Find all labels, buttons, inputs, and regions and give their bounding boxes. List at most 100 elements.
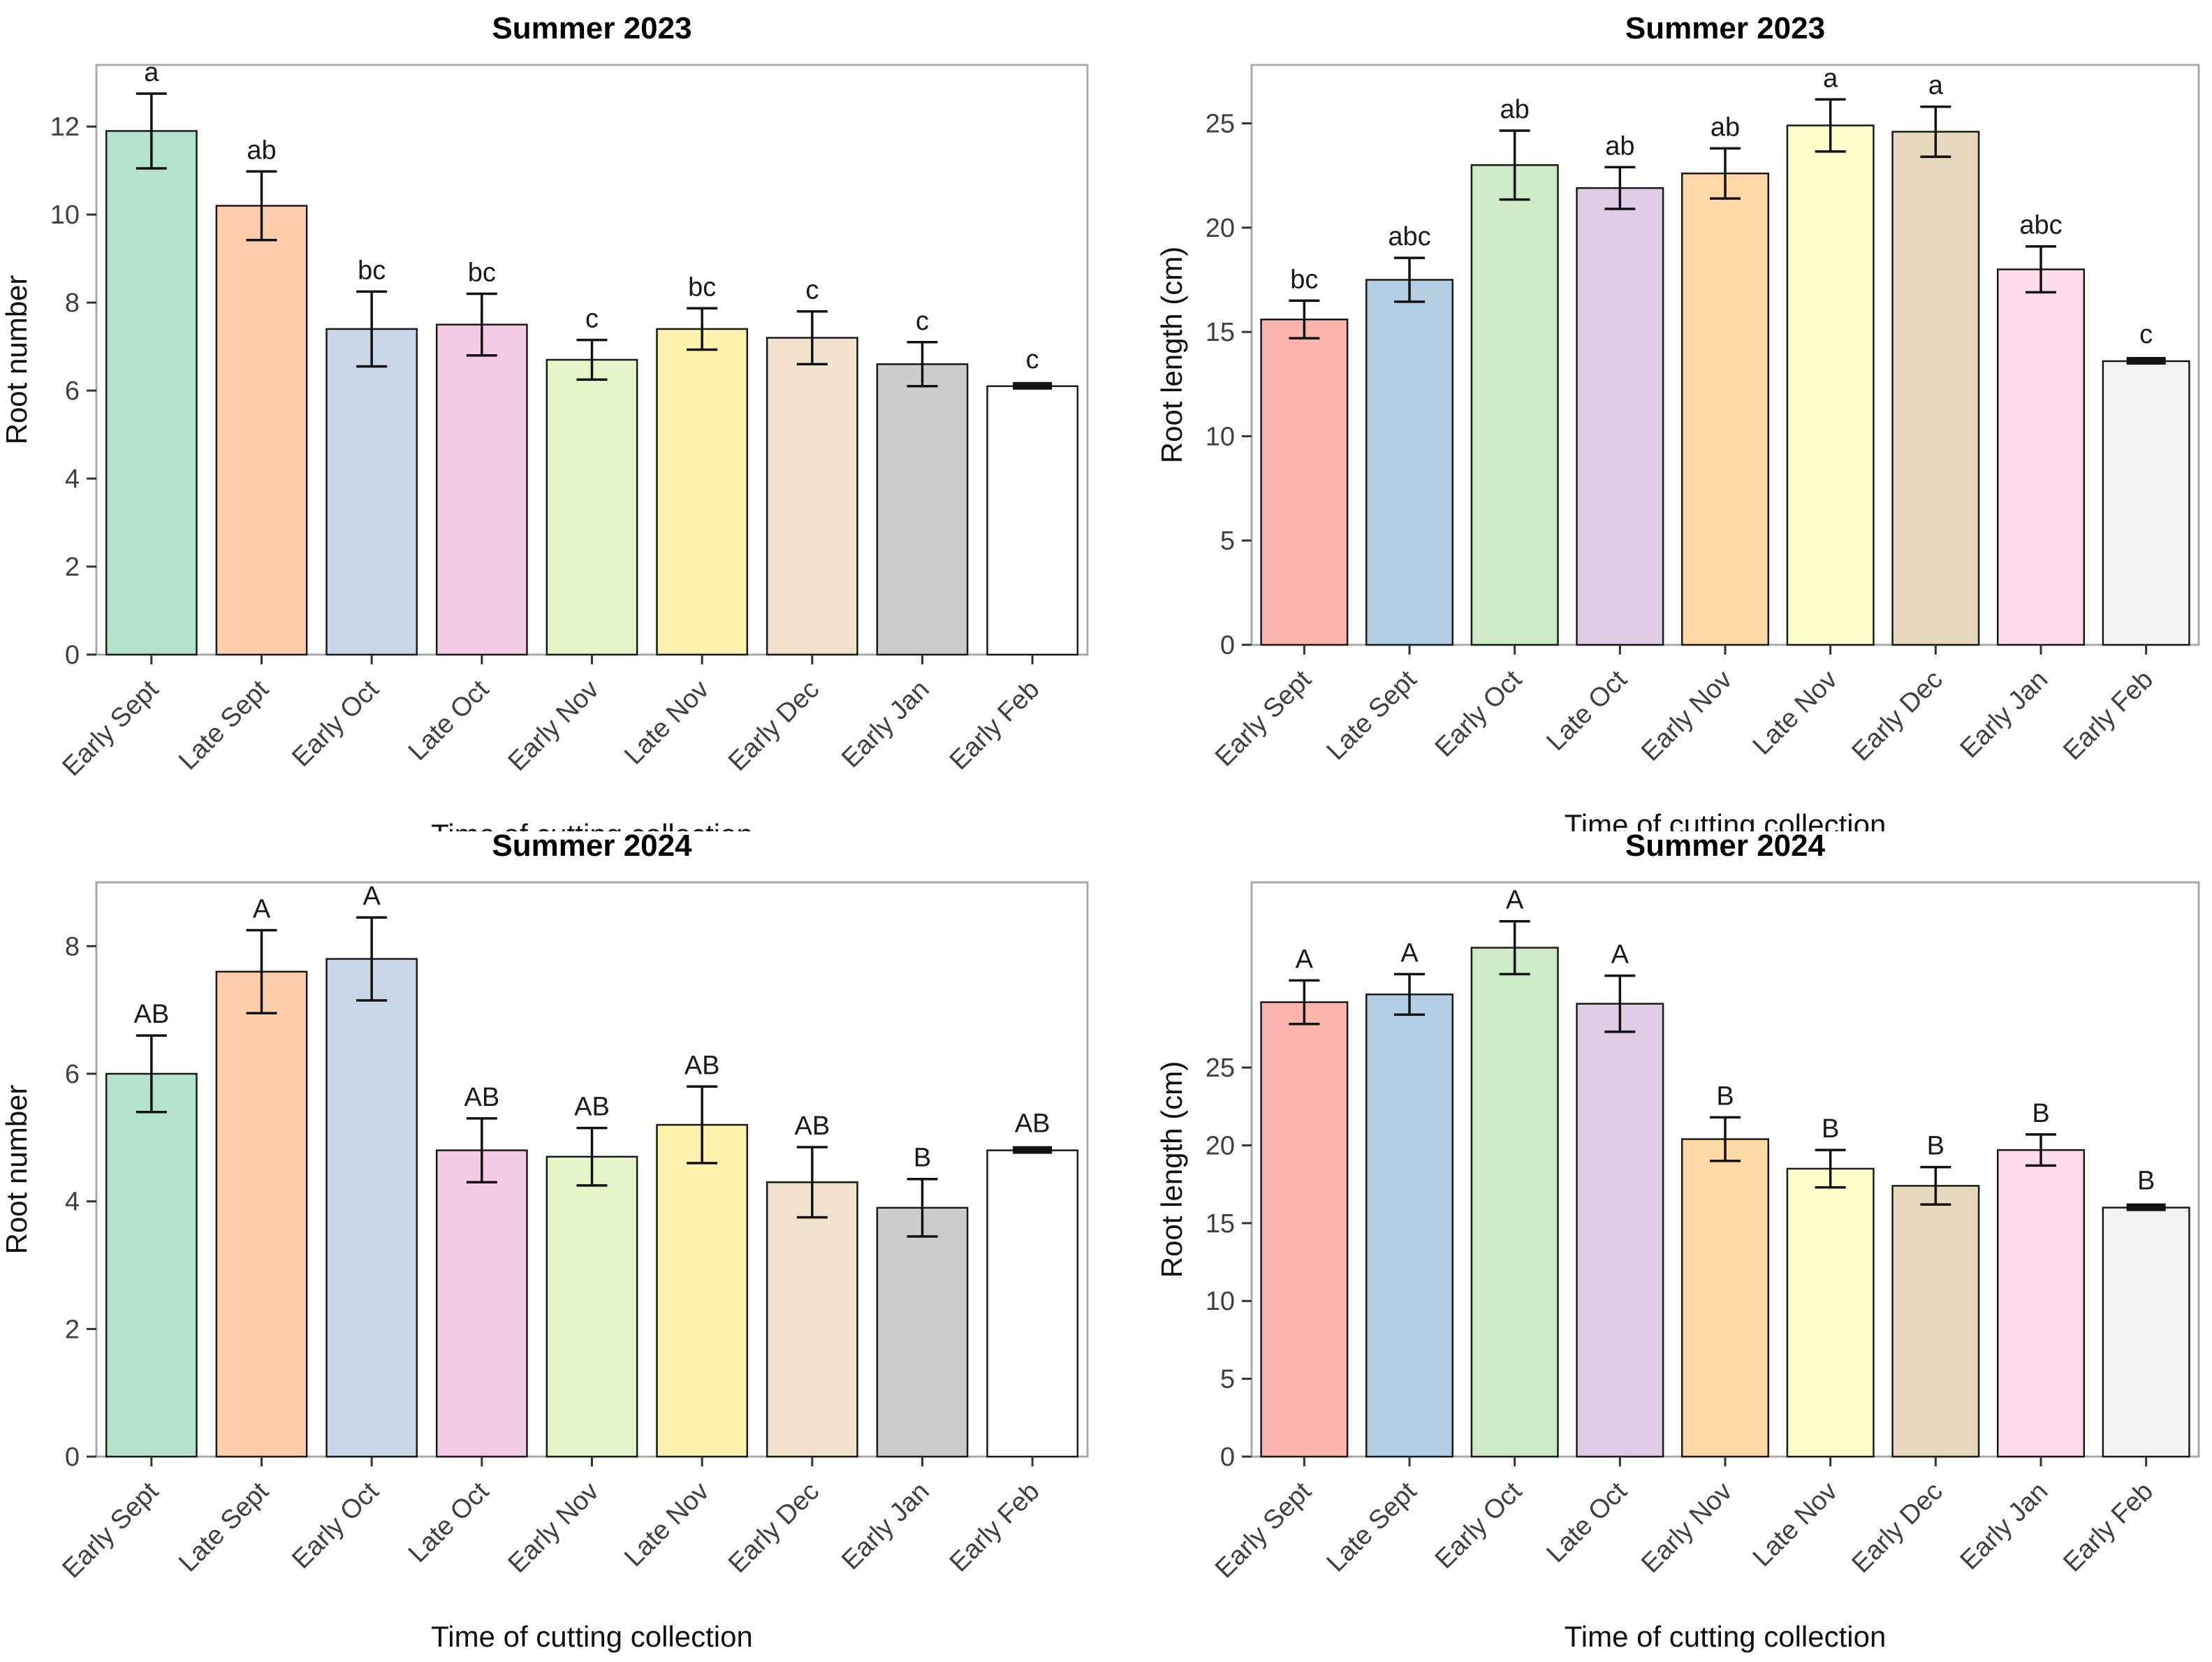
bar-late-sept: [215, 205, 308, 656]
y-tick-label: 0: [1220, 1443, 1235, 1472]
sig-letter-late-nov: bc: [688, 272, 716, 302]
bar-late-sept: [1365, 279, 1454, 646]
x-tick-label-early-nov: Early Nov: [1636, 1477, 1738, 1579]
x-tick-label-late-oct: Late Oct: [1541, 1476, 1633, 1568]
panel-title: Summer 2024: [492, 831, 692, 863]
x-tick-label-late-oct: Late Oct: [403, 1476, 495, 1568]
x-tick-label-late-nov: Late Nov: [619, 675, 715, 771]
sig-letter-late-sept: A: [253, 895, 271, 924]
y-tick-label: 6: [65, 1060, 80, 1089]
bar-early-dec: [766, 337, 858, 656]
sig-letter-early-oct: bc: [358, 256, 386, 285]
sig-letter-early-nov: AB: [574, 1093, 610, 1122]
x-tick-label-early-feb: Early Feb: [2058, 1477, 2159, 1578]
x-tick-label-early-oct: Early Oct: [1430, 1476, 1528, 1574]
x-tick-label-early-jan: Early Jan: [836, 1477, 935, 1576]
x-tick-label-late-sept: Late Sept: [1321, 664, 1423, 766]
y-tick-label: 2: [65, 553, 80, 582]
y-tick-label: 2: [65, 1315, 80, 1344]
x-tick-label-early-jan: Early Jan: [1955, 665, 2054, 764]
sig-letter-early-feb: c: [2139, 320, 2153, 349]
y-tick-label: 8: [65, 289, 80, 318]
x-tick-label-early-oct: Early Oct: [1430, 664, 1528, 762]
sig-letter-late-sept: A: [1400, 938, 1419, 968]
sig-letter-late-sept: ab: [247, 136, 276, 165]
x-tick-label-late-nov: Late Nov: [1748, 1477, 1843, 1573]
x-axis-title: Time of cutting collection: [1565, 1620, 1887, 1653]
sig-letter-early-jan: B: [2032, 1099, 2049, 1128]
x-tick-label-late-nov: Late Nov: [1748, 665, 1843, 761]
bar-early-jan: [876, 1207, 969, 1458]
error-bar-early-feb: [2126, 1203, 2166, 1211]
chart-panel-top-left: Summer 2023 0 2 4 6 8 10 12 Root number a Early Se…: [0, 11, 1089, 831]
y-tick-label: 0: [1220, 631, 1235, 660]
bar-late-nov: [1786, 124, 1875, 646]
y-axis-title: Root number: [0, 275, 33, 445]
x-axis-title: Time of cutting collection: [431, 1620, 753, 1653]
sig-letter-late-sept: abc: [1388, 222, 1430, 252]
y-tick-label: 10: [1206, 422, 1235, 451]
bar-early-nov: [545, 1156, 638, 1458]
bar-late-oct: [1576, 187, 1664, 646]
bar-early-feb: [986, 385, 1079, 656]
bar-early-sept: [1260, 318, 1349, 646]
sig-letter-early-nov: B: [1716, 1081, 1734, 1111]
bar-early-feb: [986, 1149, 1079, 1458]
sig-letter-early-dec: c: [805, 276, 819, 305]
y-axis-title: Root length (cm): [1155, 1061, 1188, 1278]
bar-late-sept: [215, 970, 308, 1458]
bar-early-feb: [2102, 1207, 2190, 1458]
bar-late-nov: [656, 328, 749, 656]
bar-early-nov: [1680, 173, 1770, 646]
sig-letter-early-jan: c: [916, 307, 929, 336]
x-tick-label-early-dec: Early Dec: [1847, 1477, 1949, 1579]
x-tick-label-late-oct: Late Oct: [403, 674, 495, 766]
sig-letter-early-oct: A: [362, 882, 381, 911]
y-tick-label: 0: [65, 1443, 80, 1472]
bar-early-sept: [105, 1072, 198, 1458]
y-tick-label: 6: [65, 377, 80, 406]
x-tick-label-early-dec: Early Dec: [1847, 665, 1949, 767]
bar-early-dec: [1891, 1185, 1980, 1458]
x-tick-label-early-feb: Early Feb: [2058, 665, 2159, 766]
y-tick-label: 10: [50, 201, 80, 230]
y-tick-label: 25: [1206, 1054, 1235, 1083]
x-tick-label-early-oct: Early Oct: [286, 1476, 384, 1574]
bar-early-jan: [876, 363, 969, 656]
x-tick-label-early-jan: Early Jan: [1955, 1477, 2054, 1576]
bar-late-oct: [1576, 1003, 1664, 1458]
x-tick-label-early-sept: Early Sept: [1210, 1476, 1317, 1584]
sig-letter-late-oct: AB: [464, 1083, 499, 1112]
error-bar-early-feb: [2126, 356, 2166, 365]
chart-panel-bottom-right: Summer 2024 0 5 10 15 20 25 Root length (cm) A Ea…: [1155, 831, 2200, 1653]
panel-title: Summer 2024: [1625, 831, 1826, 863]
x-tick-label-early-feb: Early Feb: [944, 1477, 1046, 1578]
x-tick-label-early-nov: Early Nov: [503, 1477, 605, 1579]
sig-letter-late-oct: ab: [1605, 131, 1634, 161]
error-bar-early-feb: [1013, 1146, 1053, 1154]
x-axis-title: Time of cutting collection: [431, 818, 753, 831]
bar-early-dec: [1891, 131, 1980, 646]
bar-early-nov: [545, 358, 638, 656]
sig-letter-early-dec: AB: [794, 1111, 830, 1141]
bar-early-oct: [325, 328, 418, 656]
bar-early-sept: [105, 130, 198, 656]
y-tick-label: 15: [1206, 1209, 1235, 1239]
y-tick-label: 8: [65, 932, 80, 961]
y-tick-label: 5: [1220, 1365, 1235, 1394]
x-tick-label-late-sept: Late Sept: [1321, 1476, 1423, 1577]
bar-early-jan: [1996, 268, 2086, 646]
y-tick-label: 0: [65, 641, 80, 670]
bar-early-dec: [766, 1181, 858, 1458]
x-tick-label-late-sept: Late Sept: [173, 674, 274, 775]
sig-letter-early-dec: B: [1927, 1132, 1944, 1161]
bar-late-oct: [435, 323, 528, 656]
bar-late-nov: [1786, 1167, 1875, 1458]
bar-early-oct: [1470, 164, 1559, 646]
x-tick-label-late-nov: Late Nov: [619, 1477, 715, 1573]
bar-late-sept: [1365, 993, 1454, 1458]
bar-early-feb: [2102, 360, 2190, 646]
sig-letter-early-sept: a: [144, 58, 159, 87]
